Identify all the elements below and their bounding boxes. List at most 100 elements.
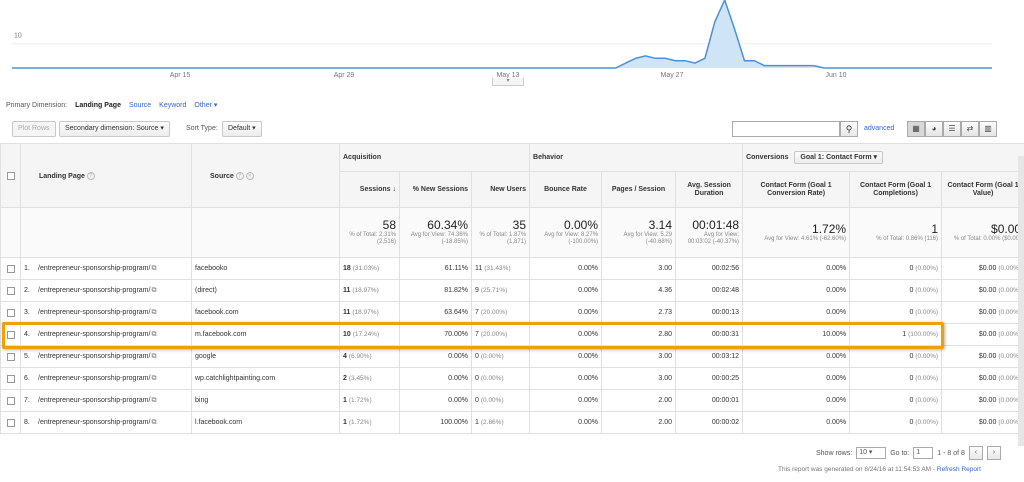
landing-page-link[interactable]: /entrepreneur-sponsorship-program/ [38, 286, 151, 294]
prev-page-button[interactable]: ‹ [968, 446, 983, 460]
table-row[interactable]: 3. /entrepreneur-sponsorship-program/⧉ fac… [0, 301, 1024, 324]
landing-page-link[interactable]: /entrepreneur-sponsorship-program/ [38, 264, 151, 272]
total-completions-value: 1 [931, 221, 939, 236]
search-input[interactable] [732, 121, 840, 137]
external-link-icon[interactable]: ⧉ [151, 286, 157, 294]
source-link[interactable]: bing [195, 397, 209, 404]
external-link-icon[interactable]: ⧉ [151, 396, 157, 404]
external-link-icon[interactable]: ⧉ [151, 330, 157, 338]
goal-select[interactable]: Goal 1: Contact Form ▾ [794, 151, 884, 164]
sessions-cell: 2 (3.45%) [339, 367, 400, 390]
dimension-source[interactable]: Source [128, 101, 152, 109]
sessions-value: 11 [343, 309, 351, 316]
landing-page-header[interactable]: Landing Page ? [20, 143, 192, 208]
new_users-cell: 7 (20.00%) [470, 301, 531, 324]
table-row[interactable]: 6. /entrepreneur-sponsorship-program/⧉ wp.… [0, 367, 1024, 390]
avg-duration-header[interactable]: Avg. Session Duration [675, 171, 744, 208]
dimension-keyword[interactable]: Keyword [159, 101, 187, 109]
table-row[interactable]: 5. /entrepreneur-sponsorship-program/⧉ goo… [0, 345, 1024, 368]
goto-input[interactable]: 1 [913, 447, 934, 459]
sessions-percent: (31.03%) [352, 265, 380, 272]
new_users-value: 11 [475, 265, 483, 272]
comparison-view-icon[interactable]: ⇄ [961, 121, 979, 137]
new-users-header[interactable]: New Users [470, 171, 531, 208]
source-link[interactable]: (direct) [195, 287, 217, 294]
external-link-icon[interactable]: ⧉ [151, 352, 157, 360]
sessions-value: 1 [343, 419, 347, 426]
comp-percent: (0.00%) [915, 375, 939, 382]
goal-value-header[interactable]: Contact Form (Goal 1 Value) [941, 171, 1024, 208]
source-link[interactable]: facebook.com [195, 309, 239, 316]
advanced-link[interactable]: advanced [864, 125, 895, 132]
row-checkbox[interactable] [6, 308, 15, 317]
chart-resize-handle[interactable]: ▾ [492, 78, 524, 86]
source-link[interactable]: google [195, 353, 217, 360]
pages-session-header[interactable]: Pages / Session [601, 171, 677, 208]
scrollbar[interactable] [1018, 156, 1024, 446]
value-cell: $0.00 (0.00%) [941, 389, 1024, 412]
table-view-icon[interactable]: ▦ [907, 121, 925, 137]
total-new-users-value: 35 [512, 218, 527, 232]
value-percent: (0.00%) [998, 419, 1022, 426]
external-link-icon[interactable]: ⧉ [151, 418, 157, 426]
new_users-cell: 9 (25.71%) [470, 279, 531, 302]
source-link[interactable]: m.facebook.com [195, 331, 247, 338]
row-checkbox[interactable] [6, 330, 15, 339]
landing-page-link[interactable]: /entrepreneur-sponsorship-program/ [38, 396, 151, 404]
sort-type-select[interactable]: Default ▾ [222, 121, 262, 137]
sessions-header[interactable]: Sessions ↓ [339, 171, 400, 208]
total-bounce-rate: 0.00% Avg for View: 8.27% (-100.00%) [529, 207, 603, 258]
refresh-report-link[interactable]: Refresh Report [936, 466, 981, 473]
row-checkbox[interactable] [6, 264, 15, 273]
external-link-icon[interactable]: ⧉ [151, 308, 157, 316]
table-row[interactable]: 4. /entrepreneur-sponsorship-program/⧉ m.f… [0, 323, 1024, 346]
landing-page-link[interactable]: /entrepreneur-sponsorship-program/ [38, 374, 151, 382]
source-link[interactable]: l.facebook.com [195, 419, 243, 426]
source-link[interactable]: wp.catchlightpainting.com [195, 375, 276, 382]
total-sessions-sub: % of Total: 2.31% (2,516) [349, 232, 396, 245]
landing-page-header-label: Landing Page [39, 172, 85, 180]
sessions-value: 18 [343, 265, 351, 272]
dimension-other[interactable]: Other ▾ [194, 102, 218, 109]
remove-dimension-icon[interactable]: × [245, 171, 254, 180]
performance-view-icon[interactable]: ☰ [943, 121, 961, 137]
plot-rows-button[interactable]: Plot Rows [12, 121, 56, 137]
help-icon[interactable]: ? [86, 171, 95, 180]
new-sessions-header[interactable]: % New Sessions [399, 171, 472, 208]
source-header[interactable]: Source ? × [191, 143, 340, 208]
external-link-icon[interactable]: ⧉ [151, 264, 157, 272]
row-checkbox[interactable] [6, 374, 15, 383]
source-cell: l.facebook.com [191, 411, 340, 434]
select-all-header[interactable] [0, 143, 21, 208]
row-checkbox-cell [0, 389, 21, 412]
table-row[interactable]: 7. /entrepreneur-sponsorship-program/⧉ bin… [0, 389, 1024, 412]
pivot-view-icon[interactable]: ▥ [979, 121, 997, 137]
goal-select-label: Goal 1: Contact Form [800, 154, 872, 161]
table-row[interactable]: 2. /entrepreneur-sponsorship-program/⧉ (di… [0, 279, 1024, 302]
bounce-rate-header[interactable]: Bounce Rate [529, 171, 603, 208]
value-value: $0.00 [978, 353, 997, 360]
table-row[interactable]: 8. /entrepreneur-sponsorship-program/⧉ l.f… [0, 411, 1024, 434]
row-checkbox[interactable] [6, 286, 15, 295]
search-icon[interactable]: ⚲ [840, 121, 858, 137]
landing-page-link[interactable]: /entrepreneur-sponsorship-program/ [38, 308, 151, 316]
external-link-icon[interactable]: ⧉ [151, 374, 157, 382]
sessions-cell: 11 (18.97%) [339, 301, 400, 324]
landing-page-link[interactable]: /entrepreneur-sponsorship-program/ [38, 330, 151, 338]
secondary-dimension-select[interactable]: Secondary dimension: Source ▾ [59, 121, 170, 137]
conversion-rate-header[interactable]: Contact Form (Goal 1 Conversion Rate) [742, 171, 851, 208]
landing-page-link[interactable]: /entrepreneur-sponsorship-program/ [38, 418, 151, 426]
pie-view-icon[interactable]: ◕ [925, 121, 943, 137]
row-checkbox[interactable] [6, 418, 15, 427]
table-row[interactable]: 1. /entrepreneur-sponsorship-program/⧉ fac… [0, 257, 1024, 280]
select-all-checkbox[interactable] [6, 171, 15, 180]
row-checkbox[interactable] [6, 352, 15, 361]
completions-header[interactable]: Contact Form (Goal 1 Completions) [849, 171, 943, 208]
dimension-landing-page[interactable]: Landing Page [75, 101, 121, 109]
show-rows-select[interactable]: 10 ▾ [856, 447, 887, 459]
landing-page-link[interactable]: /entrepreneur-sponsorship-program/ [38, 352, 151, 360]
next-page-button[interactable]: › [986, 446, 1001, 460]
source-link[interactable]: facebooko [195, 265, 228, 272]
help-icon[interactable]: ? [235, 171, 244, 180]
row-checkbox[interactable] [6, 396, 15, 405]
